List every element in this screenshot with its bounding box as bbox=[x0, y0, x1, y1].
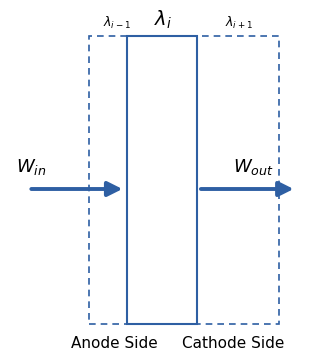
Text: $\lambda_i$: $\lambda_i$ bbox=[154, 8, 172, 31]
Bar bbox=[89, 36, 279, 324]
Text: $\lambda_{i-1}$: $\lambda_{i-1}$ bbox=[103, 14, 131, 31]
Text: $\lambda_{i+1}$: $\lambda_{i+1}$ bbox=[225, 14, 253, 31]
Text: $W_{in}$: $W_{in}$ bbox=[16, 157, 47, 177]
Bar bbox=[127, 36, 197, 324]
Text: Cathode Side: Cathode Side bbox=[182, 336, 284, 351]
Text: Anode Side: Anode Side bbox=[71, 336, 158, 351]
Text: $W_{out}$: $W_{out}$ bbox=[233, 157, 274, 177]
